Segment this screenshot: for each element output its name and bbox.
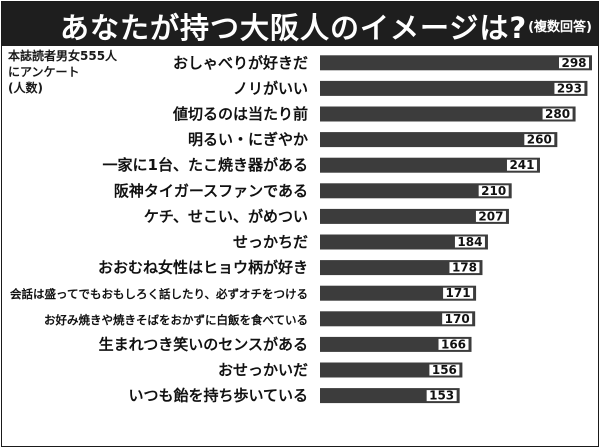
value-box-6 [475, 210, 506, 222]
bar-1 [320, 80, 588, 96]
bar-11 [320, 336, 472, 352]
bar-3 [320, 132, 558, 148]
category-label-7: せっかちだ [233, 233, 308, 251]
bar-8 [320, 260, 483, 276]
value-label-8: 178 [452, 261, 477, 275]
value-box-1 [554, 82, 585, 94]
bar-6 [320, 208, 509, 224]
source-note-line-3: (人数) [8, 81, 43, 95]
source-note-line-1: 本誌読者男女555人 [8, 49, 118, 63]
value-label-1: 293 [557, 81, 582, 95]
value-box-2 [542, 108, 573, 120]
bar-0 [320, 55, 592, 71]
value-label-11: 166 [441, 337, 466, 351]
value-label-2: 280 [545, 107, 570, 121]
category-label-4: 一家に1台、たこ焼き器がある [103, 156, 308, 174]
value-box-7 [454, 236, 485, 248]
value-label-3: 260 [527, 133, 552, 147]
value-box-12 [429, 364, 460, 376]
bar-7 [320, 234, 488, 250]
value-box-8 [449, 262, 480, 274]
category-label-5: 阪神タイガースファンである [114, 182, 308, 200]
value-box-4 [506, 159, 537, 171]
category-label-1: ノリがいい [233, 79, 308, 97]
value-box-9 [443, 287, 474, 299]
category-label-6: ケチ、せこい、がめつい [144, 207, 308, 225]
bar-9 [320, 285, 477, 301]
category-label-11: 生まれつき笑いのセンスがある [99, 335, 308, 353]
bar-2 [320, 106, 576, 122]
value-box-3 [524, 134, 555, 146]
title-note: (複数回答) [528, 20, 592, 35]
value-label-6: 207 [478, 209, 503, 223]
value-label-4: 241 [509, 158, 534, 172]
value-box-11 [438, 338, 469, 350]
category-label-3: 明るい・にぎやか [188, 131, 308, 149]
value-label-5: 210 [481, 184, 506, 198]
bar-5 [320, 183, 512, 199]
category-label-12: おせっかいだ [218, 361, 308, 379]
category-label-2: 値切るのは当たり前 [172, 105, 308, 123]
source-note: 本誌読者男女555人 にアンケート (人数) [8, 48, 117, 96]
value-label-13: 153 [429, 389, 454, 403]
bar-13 [320, 388, 460, 404]
value-box-10 [442, 313, 473, 325]
value-box-0 [559, 57, 589, 69]
bar-4 [320, 157, 540, 173]
value-box-5 [478, 185, 509, 197]
bar-12 [320, 362, 463, 378]
value-box-13 [426, 390, 457, 402]
category-label-10: お好み焼きや焼きそばをおかずに白飯を食べている [44, 313, 308, 327]
value-label-10: 170 [445, 312, 470, 326]
bar-10 [320, 311, 476, 327]
value-label-12: 156 [432, 363, 457, 377]
value-label-0: 298 [561, 56, 586, 70]
category-label-9: 会話は盛ってでもおもしろく話したり、必ずオチをつける [9, 287, 308, 301]
category-label-13: いつも飴を持ち歩いている [128, 387, 308, 405]
source-note-line-2: にアンケート [8, 65, 80, 79]
chart-title: あなたが持つ大阪人のイメージは? [60, 11, 528, 45]
title-bar: あなたが持つ大阪人のイメージは? (複数回答) [2, 2, 598, 46]
category-label-0: おしゃべりが好きだ [173, 54, 308, 72]
category-label-8: おおむね女性はヒョウ柄が好き [98, 259, 308, 277]
value-label-7: 184 [457, 235, 482, 249]
value-label-9: 171 [446, 286, 471, 300]
